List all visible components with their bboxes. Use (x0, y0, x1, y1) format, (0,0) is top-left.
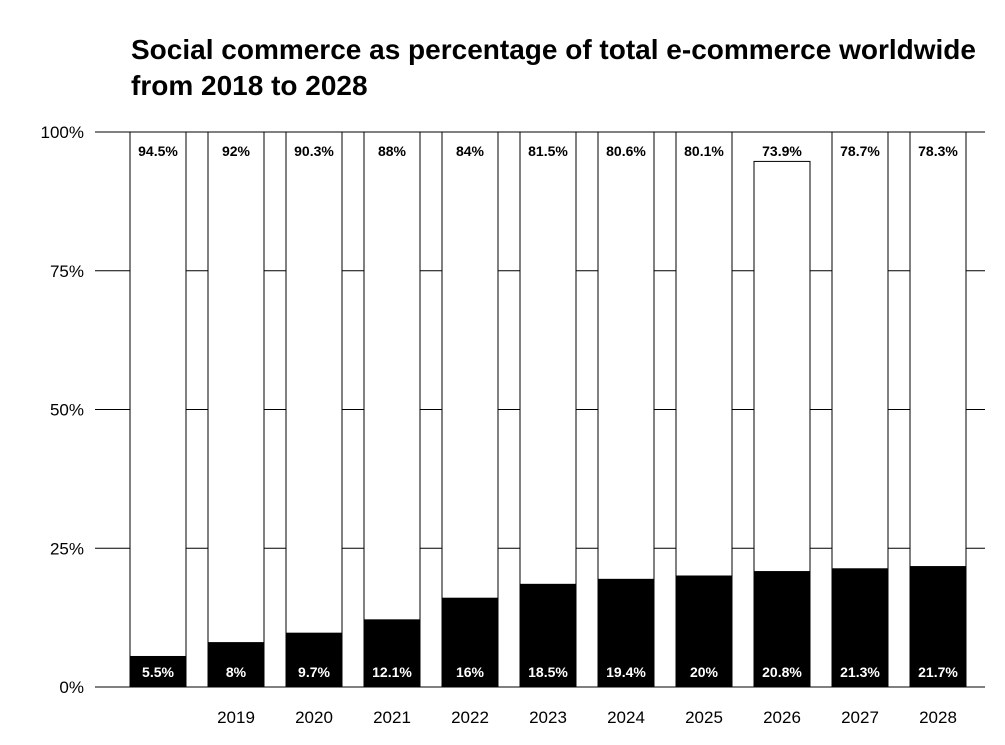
bar-segment (363, 619, 421, 688)
bar-segment (207, 131, 265, 644)
bar-segment (909, 566, 967, 688)
bar-segment (675, 131, 733, 577)
bar-segment (441, 131, 499, 599)
data-label: 18.5% (528, 664, 568, 680)
data-label: 92% (222, 143, 251, 159)
bar-segment (597, 131, 655, 580)
y-tick-label: 0% (59, 678, 84, 697)
data-label: 78.3% (918, 143, 958, 159)
x-tick-label: 2024 (607, 708, 645, 727)
data-label: 12.1% (372, 664, 412, 680)
x-tick-label: 2019 (217, 708, 255, 727)
data-label: 16% (456, 664, 485, 680)
data-label: 81.5% (528, 143, 568, 159)
data-label: 21.3% (840, 664, 880, 680)
y-tick-label: 50% (50, 401, 84, 420)
y-tick-label: 25% (50, 539, 84, 558)
data-label: 20.8% (762, 664, 802, 680)
bar-segment (519, 131, 577, 585)
x-tick-label: 2025 (685, 708, 723, 727)
data-label: 9.7% (298, 664, 330, 680)
x-tick-label: 2020 (295, 708, 333, 727)
x-tick-label: 2026 (763, 708, 801, 727)
bar-segment (441, 597, 499, 688)
bar-segment (363, 131, 421, 621)
data-label: 94.5% (138, 143, 178, 159)
bar-segment (129, 131, 187, 657)
bar-segment (207, 642, 265, 688)
x-tick-label: 2022 (451, 708, 489, 727)
data-label: 5.5% (142, 664, 174, 680)
bar-segment (831, 131, 889, 570)
bar-segment (831, 568, 889, 688)
x-tick-label: 2028 (919, 708, 957, 727)
bar-segment (285, 632, 343, 688)
data-label: 80.1% (684, 143, 724, 159)
bar-segment (909, 131, 967, 568)
bar-segment (285, 131, 343, 634)
data-label: 88% (378, 143, 407, 159)
data-label: 78.7% (840, 143, 880, 159)
x-tick-label: 2021 (373, 708, 411, 727)
bar-segment (753, 571, 811, 688)
data-label: 8% (226, 664, 247, 680)
data-label: 19.4% (606, 664, 646, 680)
data-label: 80.6% (606, 143, 646, 159)
data-label: 20% (690, 664, 719, 680)
bar-segment (675, 575, 733, 688)
data-label: 73.9% (762, 143, 802, 159)
y-tick-label: 75% (50, 262, 84, 281)
x-tick-label: 2027 (841, 708, 879, 727)
data-label: 84% (456, 143, 485, 159)
x-tick-label: 2023 (529, 708, 567, 727)
bar-segment (753, 160, 811, 573)
chart-title: Social commerce as percentage of total e… (131, 34, 976, 101)
bar-segment (129, 655, 187, 688)
data-label: 21.7% (918, 664, 958, 680)
y-tick-label: 100% (41, 123, 84, 142)
data-label: 90.3% (294, 143, 334, 159)
